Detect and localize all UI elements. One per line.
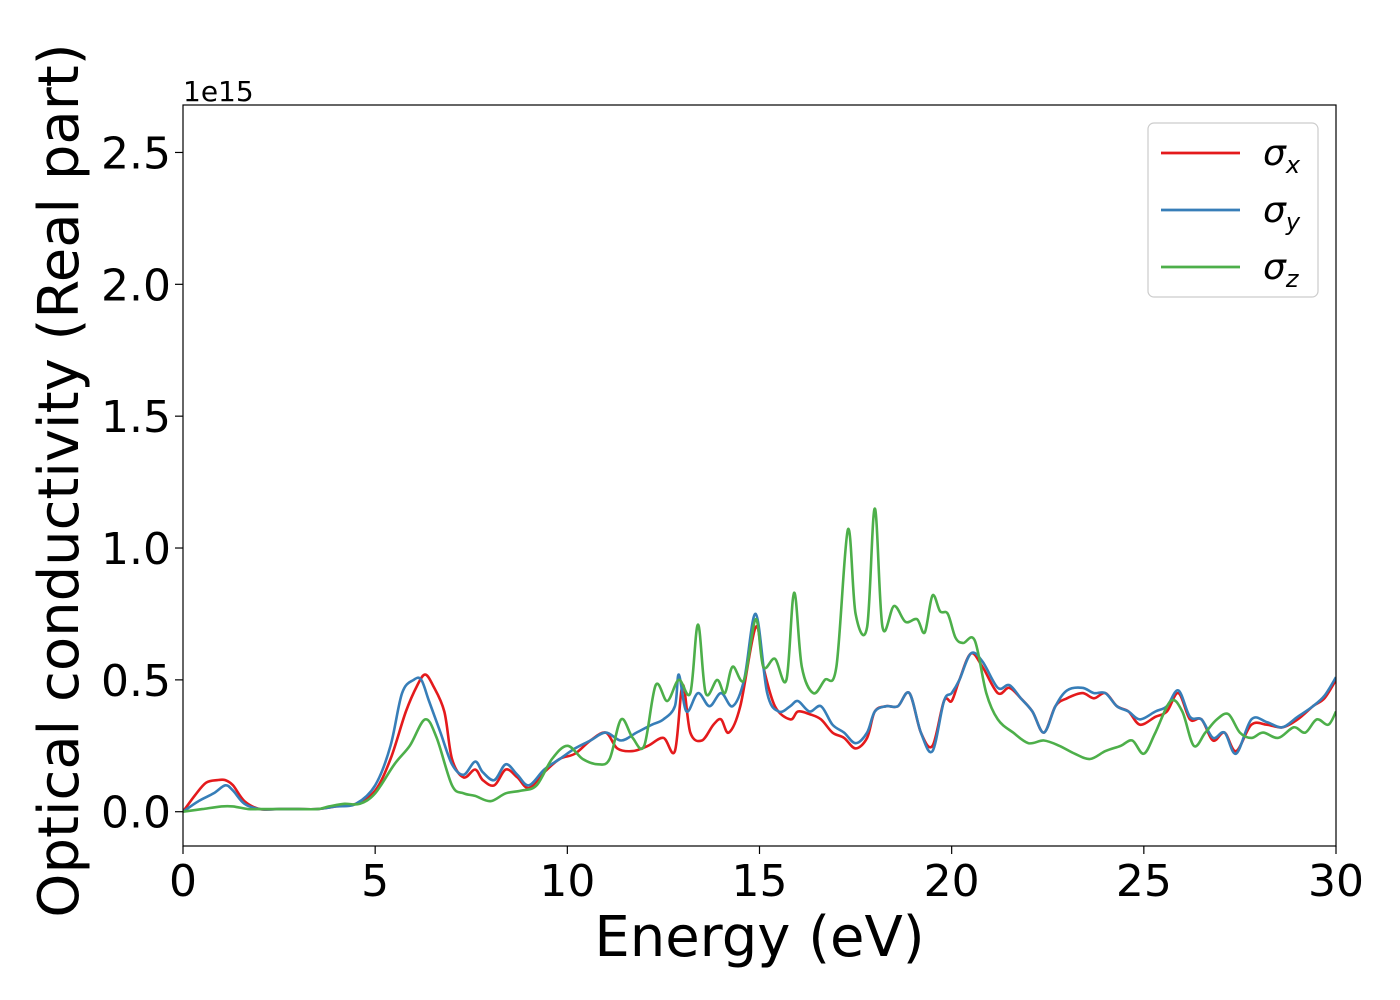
y-axis-title: Optical conductivity (Real part) (27, 43, 92, 917)
series-layer (183, 507, 1336, 813)
y-tick-label: 1.5 (101, 392, 171, 443)
legend-label-x: σx (1263, 133, 1301, 179)
x-tick-label: 5 (361, 856, 389, 907)
x-axis-title: Energy (eV) (594, 905, 924, 970)
series-line-y (183, 612, 1336, 813)
legend: σx σy σz (1147, 122, 1319, 298)
y-tick-label: 0.0 (101, 788, 171, 839)
legend-label-y: σy (1263, 190, 1301, 236)
x-axis: 0 5 10 15 20 25 30 (169, 846, 1364, 907)
y-tick-label: 1.0 (101, 524, 171, 575)
x-tick-label: 30 (1308, 856, 1364, 907)
series-line-z (183, 507, 1336, 813)
y-tick-label: 2.0 (101, 260, 171, 311)
x-tick-label: 20 (924, 856, 980, 907)
legend-label-z: σz (1263, 247, 1300, 293)
x-tick-label: 10 (539, 856, 595, 907)
y-tick-label: 0.5 (101, 656, 171, 707)
x-tick-label: 15 (732, 856, 788, 907)
x-tick-label: 25 (1116, 856, 1172, 907)
x-tick-label: 0 (169, 856, 197, 907)
y-tick-label: 2.5 (101, 128, 171, 179)
y-axis-offset-label: 1e15 (183, 75, 254, 108)
y-axis: 0.0 0.5 1.0 1.5 2.0 2.5 (101, 128, 183, 839)
